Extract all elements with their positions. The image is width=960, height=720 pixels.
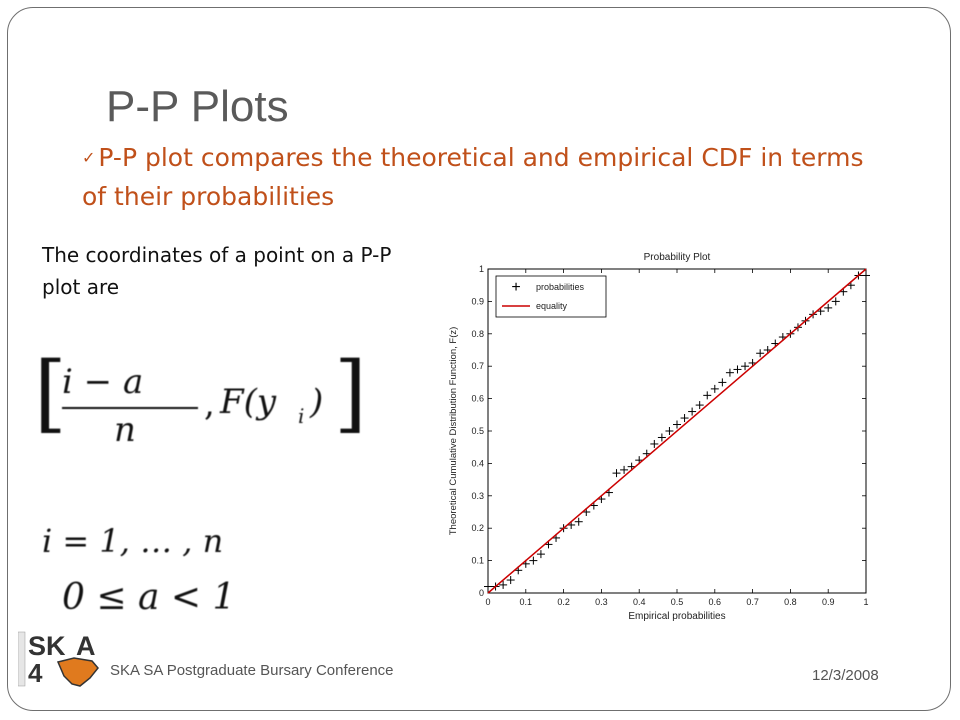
chart-title: Probability Plot <box>644 252 711 263</box>
x-axis-ticks: 0 0.1 0.2 0.3 0.4 0.5 0.6 0.7 0.8 0.9 1 <box>485 269 869 607</box>
x-tick-label: 0.9 <box>822 597 835 607</box>
probability-plot-chart: Probability Plot Empirical probabilities… <box>448 252 870 622</box>
formula-open-bracket: [ <box>34 344 67 442</box>
bullet-point: ✓ P-P plot compares the theoretical and e… <box>82 140 872 215</box>
y-axis-ticks: 0 0.1 0.2 0.3 0.4 0.5 0.6 0.7 0.8 0.9 1 <box>471 264 866 598</box>
logo-digit: 4 <box>28 658 43 688</box>
formula-function: F(y <box>220 382 277 422</box>
x-tick-label: 0.1 <box>520 597 533 607</box>
y-tick-label: 0.9 <box>471 296 484 306</box>
y-tick-label: 0.6 <box>471 394 484 404</box>
formula-numerator: i − a <box>62 362 144 402</box>
chart-legend: + probabilities equality <box>495 275 607 318</box>
legend-label-probabilities: probabilities <box>536 282 585 292</box>
formula-denominator: n <box>114 410 136 450</box>
data-point-plus <box>710 384 719 393</box>
x-tick-label: 0.8 <box>784 597 797 607</box>
data-point-plus <box>831 297 840 306</box>
legend-marker-probabilities: + <box>511 279 520 296</box>
data-point-plus <box>673 420 681 429</box>
formula-close-bracket: ] <box>334 344 367 442</box>
data-point-plus <box>688 407 697 416</box>
formula-close-paren: ) <box>310 382 324 422</box>
data-point-plus <box>733 365 742 374</box>
y-tick-label: 0.2 <box>471 523 484 533</box>
data-point-plus <box>529 556 538 565</box>
y-tick-label: 0 <box>479 588 484 598</box>
data-point-plus <box>665 427 674 435</box>
data-point-plus <box>536 550 545 559</box>
chart-xlabel: Empirical probabilities <box>628 611 725 622</box>
data-point-plus <box>695 401 704 410</box>
data-point-plus <box>484 582 492 591</box>
x-tick-label: 0.4 <box>633 597 646 607</box>
formula-comma: , <box>204 384 215 424</box>
x-tick-label: 0 <box>485 597 490 607</box>
data-point-plus <box>703 391 712 400</box>
footer-conference: SKA SA Postgraduate Bursary Conference <box>110 662 394 679</box>
data-point-plus <box>574 517 583 526</box>
data-point-plus <box>612 469 621 478</box>
bullet-text: P-P plot compares the theoretical and em… <box>82 143 864 211</box>
logo-text-bottom: A <box>76 631 96 661</box>
footer-date: 12/3/2008 <box>812 667 879 684</box>
y-tick-label: 1 <box>479 264 484 274</box>
checkmark-icon: ✓ <box>82 148 96 167</box>
y-tick-label: 0.1 <box>471 556 484 566</box>
data-point-plus <box>499 580 508 589</box>
legend-box <box>495 275 607 318</box>
x-tick-label: 0.2 <box>557 597 570 607</box>
x-tick-label: 0.5 <box>671 597 684 607</box>
data-point-plus <box>506 576 515 585</box>
formula-fraction-bar <box>62 407 198 409</box>
x-tick-label: 0.6 <box>709 597 722 607</box>
x-tick-label: 1 <box>863 597 868 607</box>
formula-constraint: 0 ≤ a < 1 <box>62 577 236 618</box>
data-point-plus <box>657 433 666 442</box>
africa-map-icon <box>56 657 99 687</box>
slide-frame <box>7 7 951 711</box>
body-text: The coordinates of a point on a P-P plot… <box>42 243 392 299</box>
data-point-plus <box>680 414 689 423</box>
logo-text-top: SK <box>28 631 66 661</box>
x-tick-label: 0.3 <box>595 597 608 607</box>
slide-title: P-P Plots <box>106 82 289 131</box>
data-point-plus <box>862 271 870 280</box>
y-tick-label: 0.7 <box>471 361 484 371</box>
formula-index-range: i = 1, … , n <box>42 522 224 560</box>
chart-ylabel: Theoretical Cumulative Distribution Func… <box>448 327 459 536</box>
data-point-plus <box>725 368 734 377</box>
y-tick-label: 0.4 <box>471 458 484 468</box>
legend-label-equality: equality <box>536 301 568 311</box>
data-point-plus <box>741 362 750 371</box>
data-point-plus <box>718 378 727 387</box>
data-point-plus <box>650 439 659 448</box>
x-tick-label: 0.7 <box>746 597 759 607</box>
y-tick-label: 0.8 <box>471 329 484 339</box>
data-point-plus <box>756 349 765 358</box>
y-tick-label: 0.5 <box>471 426 484 436</box>
logo-side-strip <box>18 631 26 687</box>
formula-subscript: i <box>298 404 305 428</box>
data-point-plus <box>824 303 833 312</box>
equality-line <box>487 268 867 594</box>
ska-logo: SK A 4 <box>18 631 99 688</box>
formula-coordinates: [ i − a n , F(y i ) ] <box>34 344 367 458</box>
y-tick-label: 0.3 <box>471 491 484 501</box>
data-point-plus <box>620 465 629 474</box>
series-layer <box>484 268 870 594</box>
